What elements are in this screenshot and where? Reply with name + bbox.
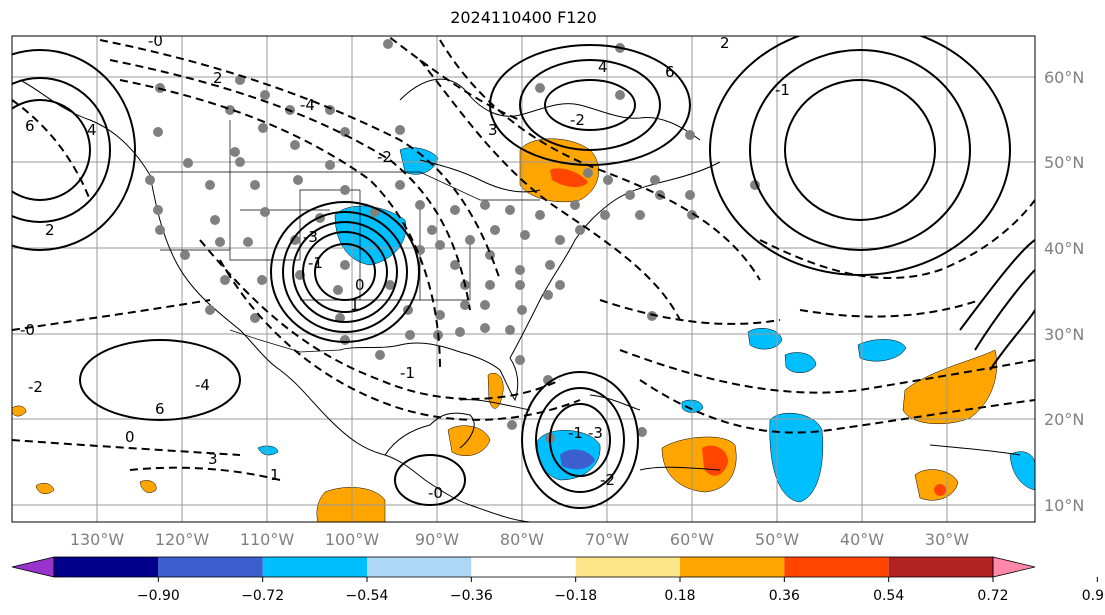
colorbar-tick-label: −0.54	[346, 588, 389, 604]
colorbar-segments	[11, 556, 1036, 578]
contour-label: 6	[25, 117, 35, 135]
contour-label: -4	[195, 376, 210, 394]
colorbar-bin	[784, 557, 889, 577]
longitude-label: 80°W	[500, 530, 544, 549]
station-points	[145, 39, 760, 443]
latitude-label: 10°N	[1044, 496, 1084, 515]
longitude-label: 130°W	[70, 530, 125, 549]
colorbar-outline	[53, 556, 994, 578]
latitude-label: 40°N	[1044, 239, 1084, 258]
colorbar-tick-label: 0.54	[873, 588, 904, 604]
positive-anomaly-region	[139, 480, 157, 493]
map-title: 2024110400 F120	[450, 8, 597, 27]
negative-anomaly-region	[257, 445, 279, 456]
contour-label: 6	[155, 400, 165, 418]
negative-anomaly-region	[857, 339, 907, 362]
contour-labels: -0 2 -4 6 4 -2 -3 2 -1 0 1 -0 -1 -2 -4 6…	[20, 32, 790, 502]
contour-label: -3	[303, 228, 318, 246]
longitude-label: 120°W	[155, 530, 210, 549]
contour-label: 3	[208, 450, 218, 468]
forecast-map: -0 2 -4 6 4 -2 -3 2 -1 0 1 -0 -1 -2 -4 6…	[11, 32, 1084, 549]
contour-label: -1	[308, 254, 323, 272]
colorbar-bin	[680, 557, 785, 577]
contour-label: 4	[87, 121, 97, 139]
longitude-label: 30°W	[925, 530, 969, 549]
colorbar-tick-label: 0.18	[664, 588, 695, 604]
negative-anomaly-region	[784, 352, 817, 373]
colorbar-bin	[158, 557, 263, 577]
negative-anomaly-region	[1009, 451, 1035, 491]
contour-label: -1	[400, 364, 415, 382]
longitude-label: 40°W	[840, 530, 884, 549]
colorbar-bin	[367, 557, 472, 577]
positive-anomaly-region	[902, 349, 997, 424]
positive-anomaly-region	[12, 405, 27, 417]
colorbar-tick-label: −0.72	[241, 588, 284, 604]
colorbar-tick-label: 0.72	[977, 588, 1008, 604]
latitude-axis: 60°N 50°N 40°N 30°N 20°N 10°N	[1044, 68, 1084, 515]
contour-label: -2	[600, 471, 615, 489]
contour-label: -2	[28, 378, 43, 396]
colorbar-tick-label: 0.36	[769, 588, 800, 604]
latitude-label: 30°N	[1044, 325, 1084, 344]
contour-label: 2	[213, 69, 223, 87]
colorbar-bin	[54, 557, 159, 577]
colorbar-tick-label: −0.36	[450, 588, 493, 604]
colorbar-bin	[471, 557, 576, 577]
contour-label: 4	[598, 58, 608, 76]
longitude-axis: 130°W 120°W 110°W 100°W 90°W 80°W 70°W 6…	[70, 530, 969, 549]
latitude-label: 50°N	[1044, 153, 1084, 172]
positive-anomaly-region	[447, 425, 491, 456]
contour-label: -0	[20, 321, 35, 339]
contour-label: 6	[665, 63, 675, 81]
longitude-label: 50°W	[755, 530, 799, 549]
contour-label: 0	[125, 428, 135, 446]
strong-positive-anomaly-region	[550, 168, 588, 188]
contour-label: 1	[270, 466, 280, 484]
longitude-label: 70°W	[585, 530, 629, 549]
colorbar-extend-low	[11, 556, 55, 578]
colorbar-extend-high	[992, 556, 1036, 578]
contour-label: 2	[720, 34, 730, 52]
contour-label: -2	[377, 148, 392, 166]
latitude-label: 20°N	[1044, 410, 1084, 429]
dashed-contours	[12, 36, 1035, 481]
longitude-label: 110°W	[240, 530, 295, 549]
contour-label: 3	[488, 121, 498, 139]
strong-negative-anomaly-region	[560, 449, 595, 470]
colorbar-tick-label: 0.90	[1082, 588, 1105, 604]
contour-label: 2	[45, 221, 55, 239]
graticule	[12, 36, 1035, 522]
longitude-label: 100°W	[325, 530, 380, 549]
longitude-label: 90°W	[415, 530, 459, 549]
latitude-label: 60°N	[1044, 68, 1084, 87]
contour-label: -4	[300, 96, 315, 114]
contour-label: -3	[588, 424, 603, 442]
positive-anomaly-region	[35, 482, 55, 494]
contour-label: -1	[775, 81, 790, 99]
longitude-label: 60°W	[670, 530, 714, 549]
colorbar-bin	[262, 557, 367, 577]
colorbar-tick-label: −0.90	[137, 588, 180, 604]
contour-label: -2	[570, 111, 585, 129]
strong-positive-anomaly-region	[934, 484, 946, 496]
colorbar-tick-label: −0.18	[554, 588, 597, 604]
map-frame	[11, 35, 1036, 523]
negative-anomaly-region	[769, 413, 824, 503]
colorbar-bin	[575, 557, 680, 577]
strong-positive-anomaly-region	[702, 445, 728, 476]
contour-label: -1	[568, 424, 583, 442]
colorbar-bin	[888, 557, 993, 577]
positive-anomaly-region	[487, 372, 504, 409]
contour-label: 1	[350, 296, 360, 314]
contour-label: -0	[428, 484, 443, 502]
colorbar-ticks: −0.90 −0.72 −0.54 −0.36 −0.18 0.18 0.36 0.54 0.7…	[137, 577, 1105, 604]
contour-label: -0	[148, 32, 163, 50]
map-background	[12, 36, 1035, 522]
contour-label: 0	[355, 276, 365, 294]
